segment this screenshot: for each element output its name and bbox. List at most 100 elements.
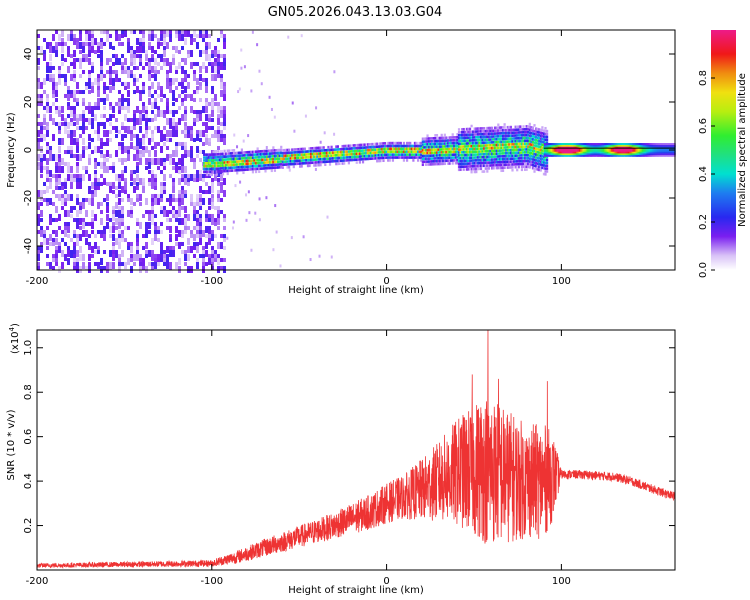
- heatmap-cell: [289, 151, 292, 154]
- heatmap-cell: [67, 174, 70, 181]
- heatmap-cell: [669, 153, 672, 156]
- heatmap-cell: [58, 70, 61, 77]
- heatmap-cell: [508, 154, 511, 158]
- heatmap-cell: [130, 54, 133, 61]
- heatmap-cell: [40, 166, 43, 173]
- heatmap-cell: [519, 145, 522, 149]
- heatmap-cell: [163, 250, 166, 254]
- heatmap-cell: [70, 238, 73, 242]
- heatmap-cell: [277, 153, 280, 157]
- heatmap-cell: [58, 34, 61, 41]
- heatmap-cell: [467, 153, 470, 157]
- heatmap-cell: [314, 164, 317, 167]
- heatmap-cell: [423, 148, 426, 152]
- heatmap-cell: [672, 143, 675, 146]
- heatmap-cell: [142, 146, 145, 150]
- heatmap-cell: [657, 151, 659, 154]
- heatmap-cell: [545, 146, 548, 149]
- heatmap-cell: [541, 149, 544, 152]
- heatmap-cell: [248, 168, 251, 171]
- heatmap-cell: [217, 161, 220, 165]
- colorbar: 0.00.20.40.60.8 Normalized spectral ampl…: [698, 30, 748, 278]
- heatmap-cell: [523, 151, 527, 154]
- heatmap-cell: [401, 156, 404, 159]
- heatmap-cell: [169, 226, 172, 233]
- heatmap-cell: [190, 154, 193, 158]
- heatmap-cell: [154, 262, 157, 269]
- heatmap-cell: [172, 122, 175, 129]
- heatmap-cell: [115, 54, 118, 61]
- heatmap-cell: [490, 126, 494, 130]
- heatmap-cell: [175, 226, 178, 233]
- heatmap-cell: [64, 78, 67, 82]
- heatmap-cell: [58, 194, 61, 201]
- heatmap-cell: [79, 226, 82, 230]
- heatmap-cell: [100, 70, 103, 74]
- heatmap-cell: [154, 150, 157, 157]
- heatmap-cell: [576, 144, 578, 147]
- heatmap-cell: [509, 151, 513, 155]
- heatmap-cell: [500, 126, 503, 129]
- heatmap-cell: [46, 226, 49, 230]
- heatmap-cell: [527, 142, 530, 146]
- heatmap-cell: [489, 161, 492, 164]
- heatmap-cell: [601, 151, 604, 154]
- heatmap-cell: [475, 130, 478, 133]
- heatmap-cell: [330, 145, 333, 149]
- heatmap-cell: [240, 168, 244, 172]
- heatmap-cell: [64, 182, 67, 189]
- heatmap-cell: [316, 155, 319, 158]
- heatmap-cell: [217, 102, 220, 106]
- heatmap-cell: [434, 159, 437, 163]
- heatmap-cell: [618, 148, 620, 151]
- heatmap-cell: [417, 150, 420, 154]
- heatmap-cell: [115, 70, 118, 77]
- heatmap-cell: [399, 144, 402, 148]
- heatmap-cell: [234, 169, 237, 172]
- heatmap-cell: [226, 166, 229, 170]
- heatmap-cell: [151, 58, 154, 62]
- heatmap-cell: [398, 141, 401, 145]
- heatmap-cell: [206, 164, 209, 168]
- heatmap-cell: [127, 74, 130, 78]
- heatmap-cell: [571, 149, 574, 152]
- heatmap-cell: [145, 106, 148, 110]
- heatmap-cell: [476, 135, 479, 139]
- heatmap-cell: [109, 122, 112, 126]
- heatmap-cell: [49, 150, 52, 157]
- heatmap-cell: [327, 160, 330, 163]
- heatmap-cell: [595, 149, 598, 152]
- heatmap-cell: [280, 160, 283, 163]
- heatmap-cell: [512, 163, 516, 166]
- heatmap-cell: [490, 161, 494, 164]
- heatmap-cell: [76, 154, 79, 161]
- heatmap-cell: [545, 151, 548, 154]
- heatmap-cell: [136, 194, 139, 198]
- heatmap-cell: [468, 142, 472, 145]
- heatmap-cell: [461, 159, 464, 163]
- heatmap-cell: [160, 90, 163, 97]
- heatmap-cell: [58, 78, 61, 85]
- heatmap-cell: [415, 153, 418, 156]
- heatmap-cell: [94, 50, 97, 54]
- heatmap-cell: [336, 153, 339, 157]
- heatmap-cell: [595, 146, 598, 149]
- heatmap-cell: [548, 146, 550, 149]
- heatmap-cell: [272, 163, 275, 167]
- heatmap-cell: [377, 156, 380, 160]
- heatmap-cell: [278, 157, 281, 161]
- heatmap-cell: [178, 82, 181, 86]
- heatmap-cell: [573, 151, 576, 154]
- heatmap-cell: [133, 118, 136, 122]
- heatmap-cell: [261, 149, 264, 153]
- heatmap-cell: [644, 151, 647, 154]
- heatmap-cell: [316, 152, 319, 156]
- heatmap-cell: [549, 146, 552, 149]
- heatmap-cell: [136, 78, 139, 82]
- heatmap-cell: [251, 170, 255, 174]
- heatmap-cell: [465, 142, 468, 145]
- heatmap-cell: [145, 222, 148, 226]
- heatmap-cell: [103, 250, 106, 254]
- heatmap-cell: [91, 46, 94, 53]
- heatmap-cell: [166, 198, 169, 202]
